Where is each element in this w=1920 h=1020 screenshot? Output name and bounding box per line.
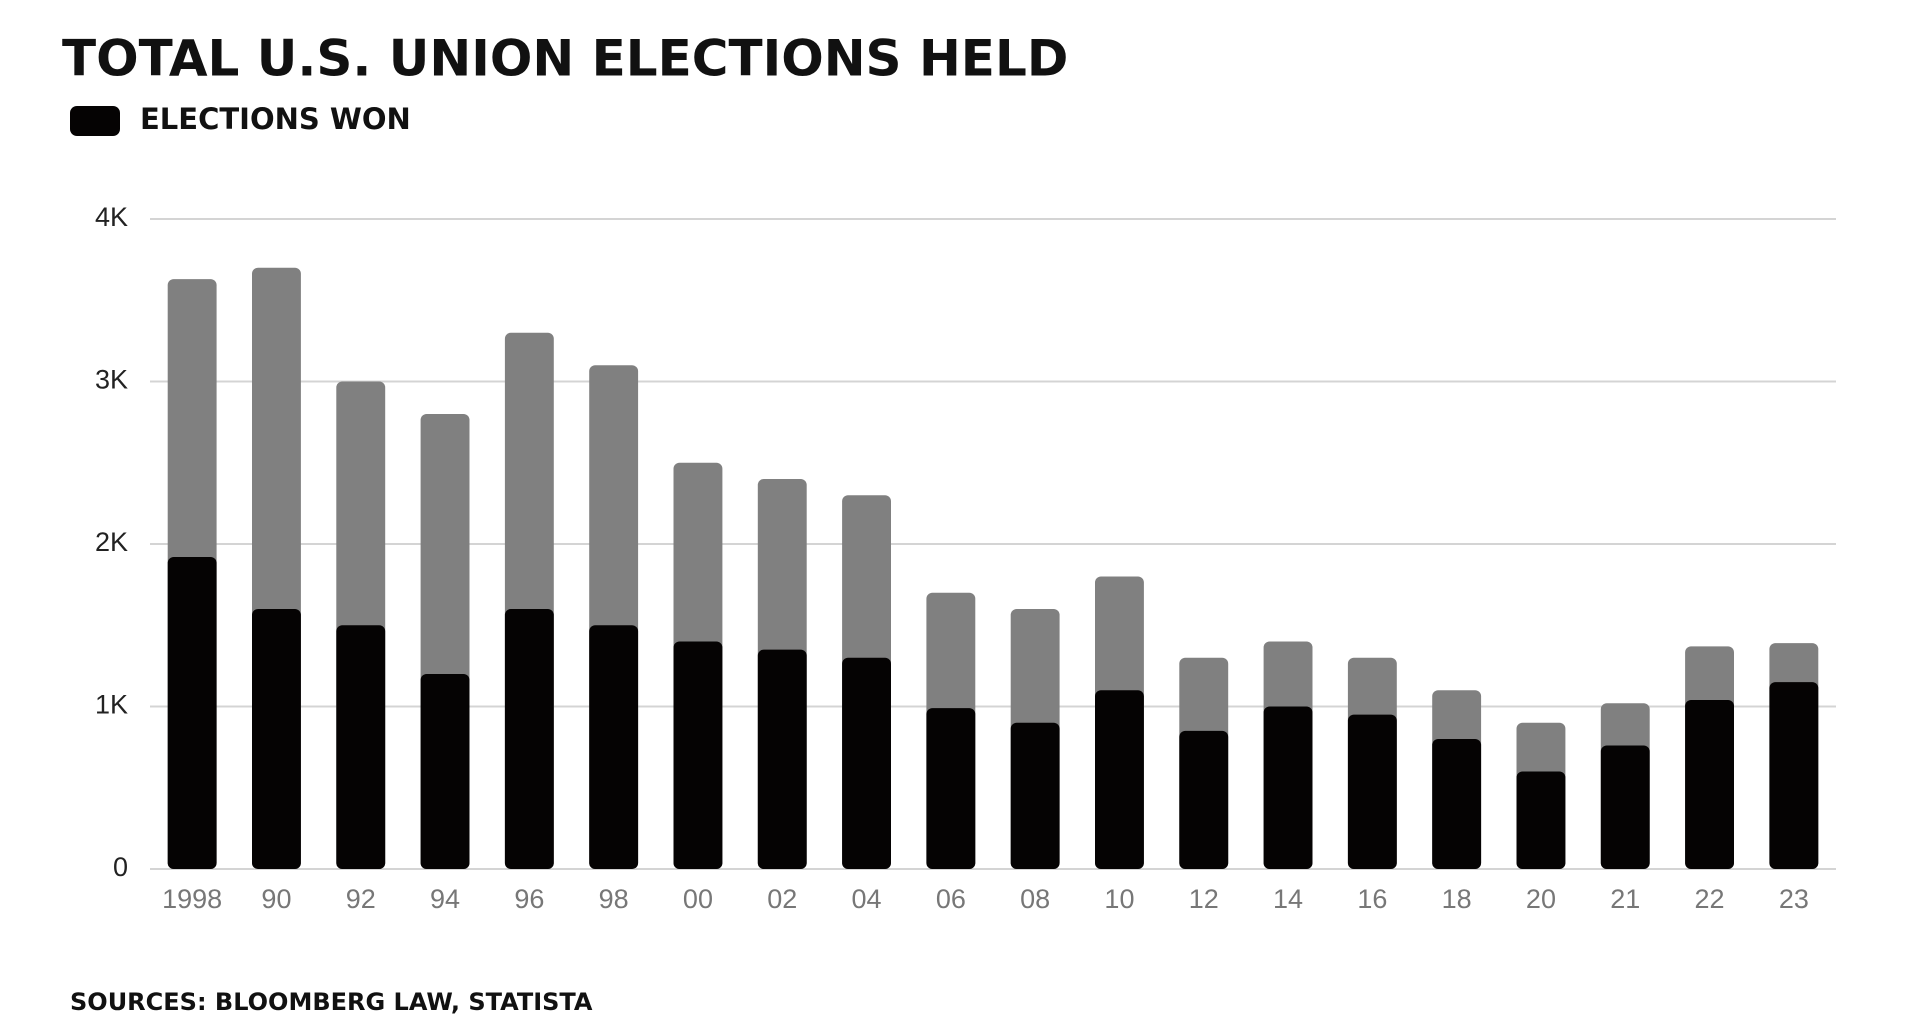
y-tick-label: 3K [95, 365, 128, 395]
chart-title: TOTAL U.S. UNION ELECTIONS HELD [62, 30, 1068, 88]
bar [842, 657, 891, 869]
x-tick-label: 18 [1442, 884, 1472, 914]
bar [167, 557, 217, 869]
bar [1432, 739, 1482, 869]
x-tick-label: 23 [1779, 884, 1809, 914]
bar [420, 674, 470, 869]
bar [1095, 690, 1144, 869]
x-tick-label: 06 [936, 884, 966, 914]
bar [1600, 745, 1650, 869]
bar [504, 609, 554, 869]
y-tick-label: 4K [95, 202, 128, 232]
y-tick-label: 0 [113, 852, 128, 882]
bar [926, 708, 976, 869]
x-tick-label: 1998 [162, 884, 222, 914]
bar [757, 649, 807, 869]
bar [1347, 714, 1397, 869]
legend-label: ELECTIONS WON [140, 102, 411, 136]
bar [1179, 730, 1229, 869]
bar [252, 609, 301, 869]
x-tick-label: 90 [261, 884, 291, 914]
bar [1685, 700, 1734, 869]
x-tick-label: 08 [1020, 884, 1050, 914]
x-tick-label: 12 [1189, 884, 1219, 914]
x-tick-label: 02 [767, 884, 797, 914]
source: SOURCES: BLOOMBERG LAW, STATISTA [70, 988, 593, 1016]
bar [336, 625, 386, 869]
x-tick-label: 04 [852, 884, 882, 914]
x-tick-label: 92 [346, 884, 376, 914]
bar [673, 641, 723, 869]
legend-swatch [70, 106, 120, 136]
y-tick-label: 2K [95, 527, 128, 557]
bar [1010, 722, 1060, 869]
bar [1263, 706, 1313, 869]
bar [589, 625, 639, 869]
x-tick-label: 10 [1104, 884, 1134, 914]
x-tick-label: 14 [1273, 884, 1303, 914]
x-tick-label: 00 [683, 884, 713, 914]
x-tick-label: 21 [1610, 884, 1640, 914]
x-tick-label: 22 [1695, 884, 1725, 914]
x-tick-label: 98 [599, 884, 629, 914]
x-tick-label: 94 [430, 884, 460, 914]
bar [1516, 771, 1566, 869]
x-tick-label: 16 [1357, 884, 1387, 914]
y-tick-label: 1K [95, 690, 128, 720]
bar [1769, 682, 1819, 869]
x-tick-label: 96 [514, 884, 544, 914]
x-tick-label: 20 [1526, 884, 1556, 914]
